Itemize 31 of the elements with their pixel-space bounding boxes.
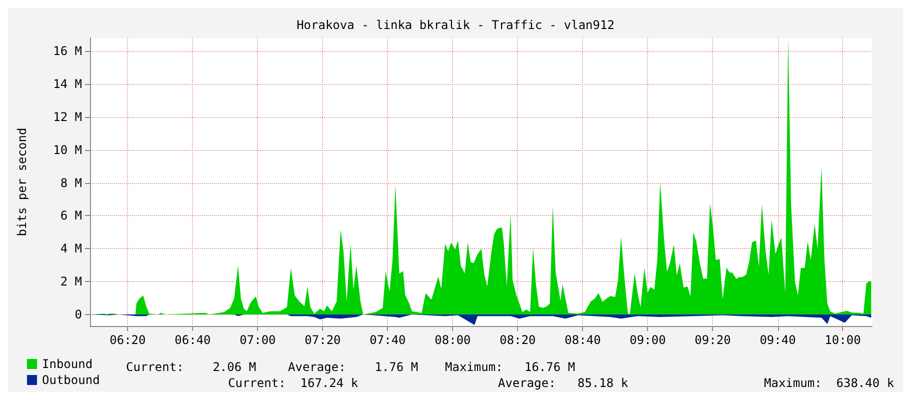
x-tick-label: 10:00 bbox=[824, 333, 861, 347]
y-tick-label: 4 M bbox=[60, 242, 82, 256]
legend-label: Outbound bbox=[42, 373, 100, 387]
text: Maximum: 16.76 M bbox=[445, 360, 576, 374]
text: Current: 2.06 M bbox=[126, 360, 256, 374]
y-tick-label: 10 M bbox=[53, 142, 82, 157]
x-tick-label: 09:40 bbox=[760, 333, 796, 347]
legend-label: Inbound bbox=[42, 357, 93, 371]
text: Average: 85.18 k bbox=[498, 376, 629, 390]
x-tick-label: 08:00 bbox=[434, 333, 471, 347]
text: Current: 167.24 k bbox=[228, 376, 359, 390]
y-tick-label: 8 M bbox=[60, 176, 82, 190]
x-tick-label: 07:00 bbox=[240, 333, 276, 347]
y-tick-label: 14 M bbox=[53, 77, 82, 92]
text: Maximum: 638.40 k bbox=[764, 376, 895, 390]
x-tick-label: 06:20 bbox=[110, 333, 146, 347]
x-tick-label: 07:40 bbox=[370, 333, 406, 347]
x-tick-label: 07:20 bbox=[304, 333, 341, 347]
y-tick-label: 16 M bbox=[53, 44, 82, 58]
chart-title: Horakova - linka bkralik - Traffic - vlan912 bbox=[296, 18, 614, 32]
y-tick-label: 0 bbox=[74, 307, 82, 322]
x-tick-label: 06:40 bbox=[174, 333, 211, 347]
text: Average: 1.76 M bbox=[288, 360, 418, 374]
y-axis-title: bits per second bbox=[15, 128, 29, 236]
x-tick-label: 08:40 bbox=[564, 333, 601, 347]
y-tick-label: 12 M bbox=[53, 110, 82, 124]
y-tick-label: 2 M bbox=[60, 274, 82, 289]
x-tick-label: 09:20 bbox=[694, 333, 731, 347]
x-tick-label: 09:00 bbox=[630, 333, 666, 347]
x-tick-label: 08:20 bbox=[500, 333, 536, 347]
y-tick-label: 6 M bbox=[60, 208, 82, 223]
